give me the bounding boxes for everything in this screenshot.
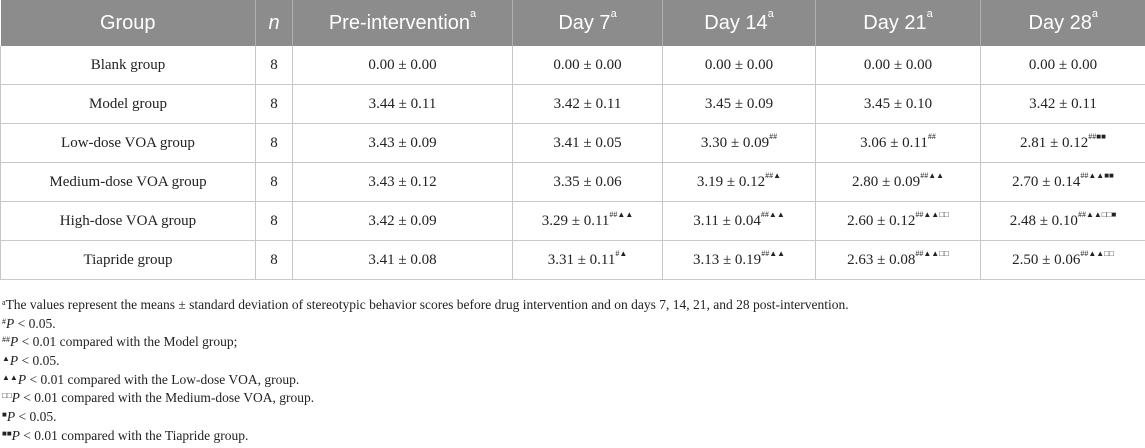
table-row: Blank group 8 0.00 ± 0.00 0.00 ± 0.00 0.… (0, 46, 1145, 85)
footnote: aThe values represent the means ± standa… (2, 297, 849, 312)
value-cell: 3.19 ± 0.12##▲ (662, 162, 816, 202)
n-cell: 8 (255, 46, 293, 85)
value-cell: 2.50 ± 0.06##▲▲□□ (980, 240, 1145, 280)
value-cell: 3.06 ± 0.11## (815, 123, 981, 163)
table-row: High-dose VOA group 8 3.42 ± 0.09 3.29 ±… (0, 201, 1145, 241)
value-cell: 3.30 ± 0.09## (662, 123, 816, 163)
value-cell: 3.42 ± 0.11 (980, 84, 1145, 124)
value-cell: 3.43 ± 0.09 (292, 123, 513, 163)
value-cell: 0.00 ± 0.00 (292, 46, 513, 85)
value-cell: 2.48 ± 0.10##▲▲□□■ (980, 201, 1145, 241)
footnote: ▲▲P < 0.01 compared with the Low-dose VO… (2, 371, 300, 387)
group-cell: Medium-dose VOA group (0, 162, 256, 202)
value-cell: 2.81 ± 0.12##■■ (980, 123, 1145, 163)
n-cell: 8 (255, 123, 293, 163)
value-cell: 3.11 ± 0.04##▲▲ (662, 201, 816, 241)
footnote: ■P < 0.05. (2, 409, 57, 425)
value-cell: 2.63 ± 0.08##▲▲□□ (815, 240, 981, 280)
n-cell: 8 (255, 240, 293, 280)
header-day-14: Day 14a (662, 0, 816, 46)
value-cell: 3.31 ± 0.11#▲ (512, 240, 663, 280)
group-cell: Model group (0, 84, 256, 124)
value-cell: 3.41 ± 0.05 (512, 123, 663, 163)
value-cell: 3.45 ± 0.10 (815, 84, 981, 124)
value-cell: 0.00 ± 0.00 (662, 46, 816, 85)
value-cell: 3.43 ± 0.12 (292, 162, 513, 202)
value-cell: 3.29 ± 0.11##▲▲ (512, 201, 663, 241)
footnote: ##P < 0.01 compared with the Model group… (2, 334, 238, 350)
value-cell: 3.41 ± 0.08 (292, 240, 513, 280)
n-cell: 8 (255, 84, 293, 124)
footnote: ■■P < 0.01 compared with the Tiapride gr… (2, 427, 249, 443)
results-table: Group n Pre-interventiona Day 7a Day 14a… (0, 0, 1145, 280)
group-cell: High-dose VOA group (0, 201, 256, 241)
header-day-21: Day 21a (815, 0, 981, 46)
value-cell: 0.00 ± 0.00 (815, 46, 981, 85)
table-row: Low-dose VOA group 8 3.43 ± 0.09 3.41 ± … (0, 123, 1145, 163)
value-cell: 3.35 ± 0.06 (512, 162, 663, 202)
header-pre-intervention: Pre-interventiona (292, 0, 513, 46)
n-cell: 8 (255, 201, 293, 241)
table-row: Tiapride group 8 3.41 ± 0.08 3.31 ± 0.11… (0, 240, 1145, 280)
footnote: □□P < 0.01 compared with the Medium-dose… (2, 390, 315, 406)
header-group: Group (0, 0, 256, 46)
group-cell: Tiapride group (0, 240, 256, 280)
table-row: Medium-dose VOA group 8 3.43 ± 0.12 3.35… (0, 162, 1145, 202)
value-cell: 3.44 ± 0.11 (292, 84, 513, 124)
table-row: Model group 8 3.44 ± 0.11 3.42 ± 0.11 3.… (0, 84, 1145, 124)
value-cell: 3.13 ± 0.19##▲▲ (662, 240, 816, 280)
value-cell: 2.60 ± 0.12##▲▲□□ (815, 201, 981, 241)
header-n: n (255, 0, 293, 46)
footnote: #P < 0.05. (2, 315, 56, 331)
value-cell: 0.00 ± 0.00 (980, 46, 1145, 85)
group-cell: Low-dose VOA group (0, 123, 256, 163)
header-day-7: Day 7a (512, 0, 663, 46)
group-cell: Blank group (0, 46, 256, 85)
header-day-28: Day 28a (980, 0, 1145, 46)
footnote: ▲P < 0.05. (2, 353, 60, 369)
value-cell: 3.42 ± 0.11 (512, 84, 663, 124)
header-row: Group n Pre-interventiona Day 7a Day 14a… (0, 0, 1145, 46)
footnotes: aThe values represent the means ± standa… (2, 296, 1142, 446)
value-cell: 2.80 ± 0.09##▲▲ (815, 162, 981, 202)
n-cell: 8 (255, 162, 293, 202)
value-cell: 0.00 ± 0.00 (512, 46, 663, 85)
value-cell: 2.70 ± 0.14##▲▲■■ (980, 162, 1145, 202)
value-cell: 3.42 ± 0.09 (292, 201, 513, 241)
value-cell: 3.45 ± 0.09 (662, 84, 816, 124)
